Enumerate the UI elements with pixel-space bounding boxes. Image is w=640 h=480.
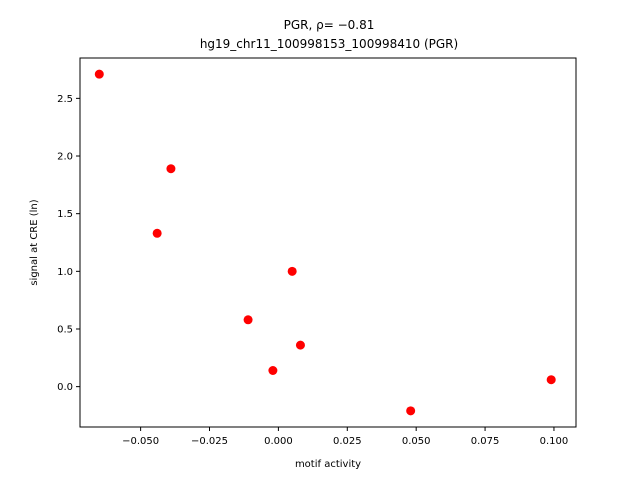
data-point bbox=[152, 228, 162, 238]
data-point bbox=[546, 375, 556, 385]
chart-title-line-2: hg19_chr11_100998153_100998410 (PGR) bbox=[200, 37, 458, 51]
y-tick-label: 2.5 bbox=[57, 94, 73, 105]
x-tick-label: 0.100 bbox=[540, 436, 569, 447]
data-points bbox=[94, 69, 556, 416]
y-tick-label: 1.0 bbox=[57, 267, 73, 278]
y-tick-label: 1.5 bbox=[57, 209, 73, 220]
y-tick-label: 2.0 bbox=[57, 152, 73, 163]
x-tick-label: 0.000 bbox=[264, 436, 293, 447]
data-point bbox=[406, 406, 416, 416]
x-axis-ticks: −0.050 −0.025 0.000 0.025 0.050 0.075 0.100 bbox=[122, 427, 568, 447]
y-axis-label: signal at CRE (ln) bbox=[29, 199, 40, 285]
chart-title-line-1: PGR, ρ= −0.81 bbox=[284, 18, 375, 32]
data-point bbox=[243, 315, 253, 325]
x-tick-label: 0.075 bbox=[471, 436, 500, 447]
data-point bbox=[295, 340, 305, 350]
data-point bbox=[268, 365, 278, 375]
data-point bbox=[94, 69, 104, 79]
plot-frame bbox=[79, 57, 577, 428]
x-tick-label: 0.025 bbox=[333, 436, 362, 447]
data-point bbox=[287, 266, 297, 276]
y-tick-label: 0.0 bbox=[57, 382, 73, 393]
y-axis-ticks: 0.0 0.5 1.0 1.5 2.0 2.5 bbox=[57, 94, 80, 393]
x-tick-label: −0.050 bbox=[122, 436, 159, 447]
x-axis-label: motif activity bbox=[295, 459, 361, 470]
y-tick-label: 0.5 bbox=[57, 324, 73, 335]
x-tick-label: −0.025 bbox=[191, 436, 228, 447]
x-tick-label: 0.050 bbox=[402, 436, 431, 447]
data-point bbox=[166, 164, 176, 174]
